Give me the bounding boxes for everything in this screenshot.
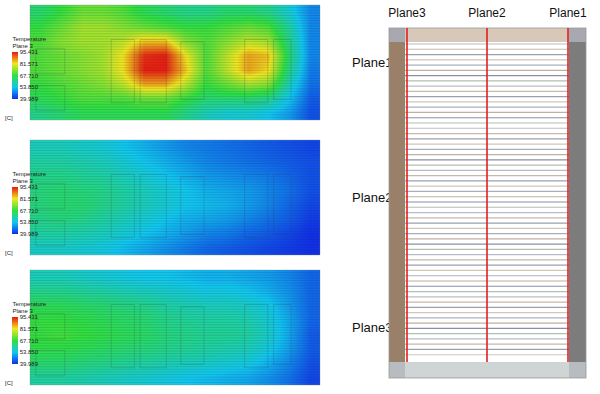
svg-text:67.710: 67.710 [20, 207, 39, 213]
svg-text:81.571: 81.571 [20, 61, 39, 67]
svg-text:53.850: 53.850 [20, 84, 39, 90]
svg-text:39.989: 39.989 [20, 361, 39, 367]
svg-text:81.571: 81.571 [20, 326, 39, 332]
svg-text:TemperaturePlane 3: TemperaturePlane 3 [12, 301, 46, 315]
svg-text:39.989: 39.989 [20, 231, 39, 237]
svg-text:Plane2: Plane2 [468, 6, 506, 20]
svg-text:Plane1: Plane1 [352, 55, 392, 70]
svg-text:95.431: 95.431 [20, 184, 39, 190]
svg-text:[C]: [C] [5, 115, 13, 121]
svg-text:53.850: 53.850 [20, 219, 39, 225]
svg-text:95.431: 95.431 [20, 314, 39, 320]
svg-text:Plane3: Plane3 [352, 320, 392, 335]
svg-text:Plane1: Plane1 [549, 6, 587, 20]
svg-text:67.710: 67.710 [20, 72, 39, 78]
svg-text:53.850: 53.850 [20, 349, 39, 355]
svg-text:67.710: 67.710 [20, 337, 39, 343]
svg-text:TemperaturePlane 3: TemperaturePlane 3 [12, 36, 46, 50]
svg-text:TemperaturePlane 3: TemperaturePlane 3 [12, 171, 46, 185]
svg-text:Plane2: Plane2 [352, 190, 392, 205]
svg-text:39.989: 39.989 [20, 96, 39, 102]
svg-text:[C]: [C] [5, 250, 13, 256]
svg-text:[C]: [C] [5, 380, 13, 386]
svg-text:Plane3: Plane3 [388, 6, 426, 20]
svg-text:95.431: 95.431 [20, 49, 39, 55]
svg-text:81.571: 81.571 [20, 196, 39, 202]
